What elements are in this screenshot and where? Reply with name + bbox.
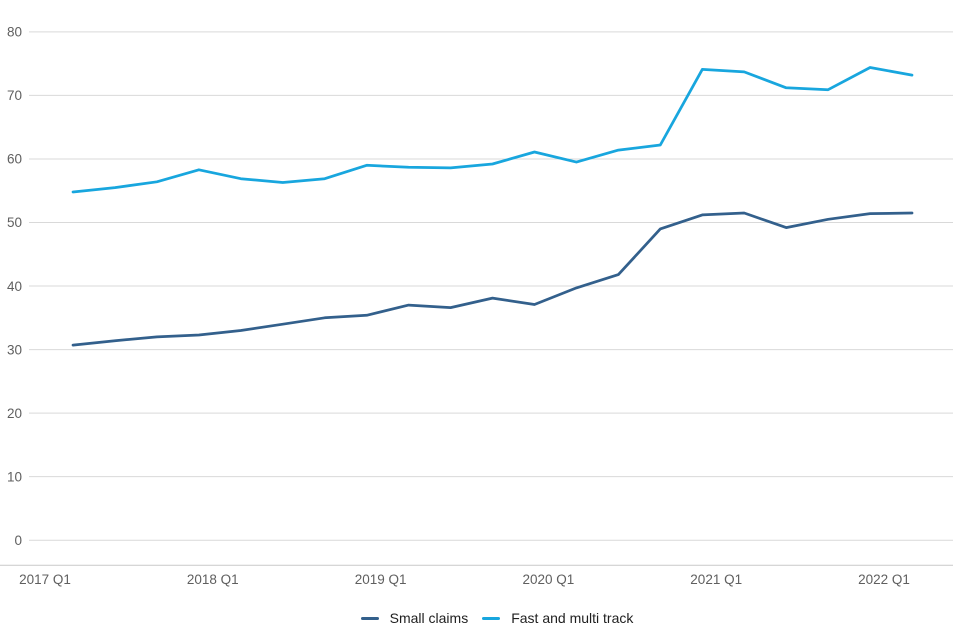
y-axis-tick-label: 20	[7, 406, 22, 421]
x-axis-tick-label: 2022 Q1	[858, 572, 910, 587]
x-axis-tick-label: 2019 Q1	[355, 572, 407, 587]
y-axis-tick-label: 30	[7, 342, 22, 357]
x-axis-tick-label: 2020 Q1	[523, 572, 575, 587]
y-axis-tick-label: 0	[14, 533, 22, 548]
x-axis-tick-label: 2017 Q1	[19, 572, 71, 587]
series-line-small-claims	[71, 211, 914, 347]
fast-and-multi-track-line-marker-icon	[482, 616, 501, 620]
legend-item-small-claims: Small claims	[360, 606, 469, 630]
chart-legend: Small claims Fast and multi track	[0, 606, 960, 630]
y-axis-tick-label: 70	[7, 88, 22, 103]
legend-item-fast-and-multi-track: Fast and multi track	[482, 606, 633, 630]
y-axis-tick-label: 40	[7, 279, 22, 294]
small-claims-line-marker-icon	[360, 616, 379, 620]
chart-canvas: 0 10 20 30 40 50 60 70 80 2017 Q1 2018 Q1 2019 Q1 20…	[0, 25, 953, 587]
y-axis-tick-label: 80	[7, 25, 22, 40]
y-axis-tick-label: 60	[7, 152, 22, 167]
series-line-fast-and-multi-track	[71, 66, 914, 194]
legend-label-small-claims: Small claims	[389, 610, 469, 626]
y-axis-tick-label: 10	[7, 469, 22, 484]
x-axis-tick-label: 2021 Q1	[690, 572, 742, 587]
legend-label-fast-and-multi-track: Fast and multi track	[511, 610, 634, 626]
y-axis-tick-label: 50	[7, 215, 22, 230]
x-axis-tick-label: 2018 Q1	[187, 572, 239, 587]
